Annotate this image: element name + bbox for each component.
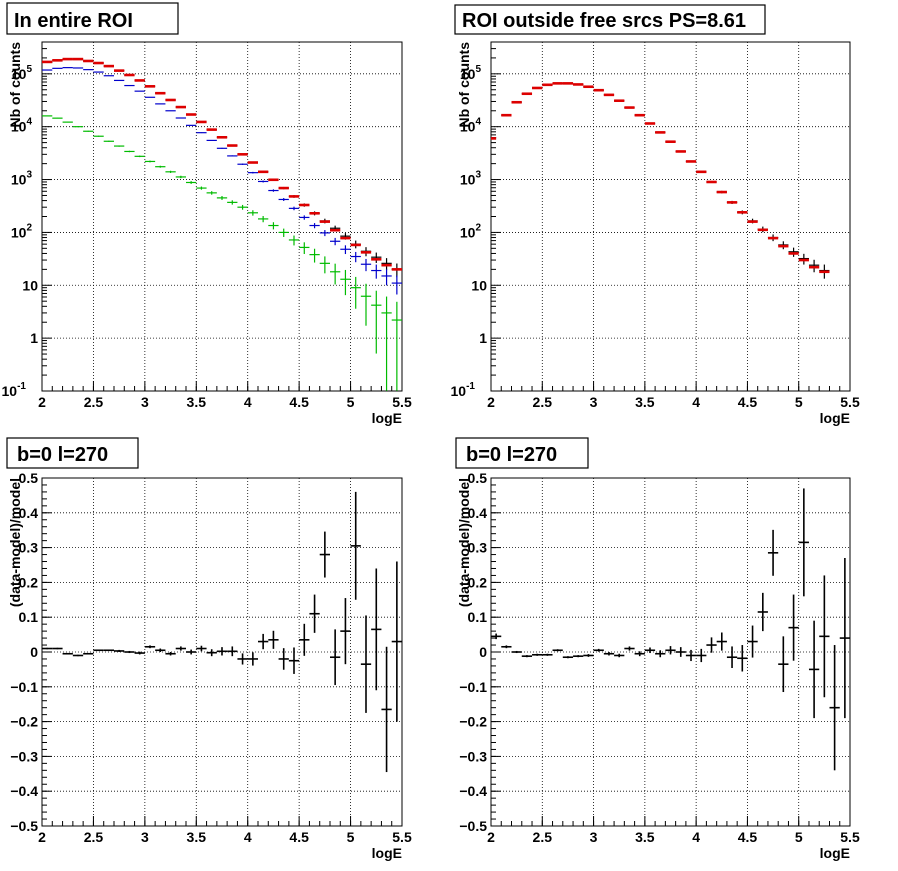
y-tick-label: 10 <box>471 277 487 293</box>
y-tick-label: −0.3 <box>459 748 487 764</box>
y-tick-label: 10 <box>22 277 38 293</box>
y-tick-label: 0.5 <box>468 470 488 486</box>
y-tick-label: 104 <box>11 117 33 135</box>
y-tick-label: 1 <box>30 330 38 346</box>
y-tick-label: −0.5 <box>459 818 487 834</box>
x-tick-label: 3.5 <box>187 394 207 410</box>
y-tick-label: −0.2 <box>459 714 487 730</box>
y-axis-label: (data-model)/model <box>7 478 23 607</box>
x-tick-label: 2 <box>487 829 495 845</box>
y-tick-label: 103 <box>11 170 33 188</box>
y-tick-label: 0 <box>479 644 487 660</box>
title-box <box>6 437 139 469</box>
plot-frame <box>41 41 403 392</box>
y-tick-label: 0 <box>30 644 38 660</box>
y-tick-label: 0.2 <box>19 574 39 590</box>
x-tick-label: 2.5 <box>533 394 553 410</box>
x-tick-label: 5 <box>795 829 803 845</box>
y-tick-label: −0.4 <box>10 783 38 799</box>
x-tick-label: 3 <box>590 829 598 845</box>
x-tick-label: 5.5 <box>392 829 412 845</box>
y-tick-label: −0.4 <box>459 783 487 799</box>
x-tick-label: 2.5 <box>533 829 553 845</box>
y-axis-label: Nb of counts <box>456 42 472 128</box>
y-tick-label: 0.2 <box>468 574 488 590</box>
x-tick-label: 5 <box>795 394 803 410</box>
y-tick-label: −0.1 <box>10 679 38 695</box>
x-axis-label: logE <box>372 845 402 861</box>
y-axis-label: (data-model)/model <box>456 478 472 607</box>
chart-title: b=0 l=270 <box>466 444 557 466</box>
y-tick-label: 0.3 <box>468 540 488 556</box>
y-tick-label: 104 <box>460 117 482 135</box>
x-tick-label: 5 <box>347 394 355 410</box>
x-tick-label: 4 <box>692 394 700 410</box>
x-tick-label: 4 <box>244 394 252 410</box>
y-tick-label: 0.5 <box>19 470 39 486</box>
x-tick-label: 2.5 <box>84 829 104 845</box>
plot-frame <box>490 41 851 392</box>
y-tick-label: 0.3 <box>19 540 39 556</box>
x-tick-label: 2.5 <box>84 394 104 410</box>
y-tick-label: 102 <box>11 222 33 240</box>
x-tick-label: 3 <box>590 394 598 410</box>
y-tick-label: 105 <box>11 64 33 82</box>
x-tick-label: 3.5 <box>635 829 655 845</box>
x-tick-label: 3.5 <box>635 394 655 410</box>
y-tick-label: 0.4 <box>19 505 39 521</box>
chart-title: In entire ROI <box>14 10 133 32</box>
y-tick-label: −0.2 <box>10 714 38 730</box>
x-tick-label: 2 <box>487 394 495 410</box>
y-tick-label: 1 <box>479 330 487 346</box>
y-tick-label: 10-1 <box>451 381 476 399</box>
x-axis-label: logE <box>820 845 850 861</box>
x-tick-label: 5.5 <box>840 394 860 410</box>
x-axis-label: logE <box>372 410 402 426</box>
x-tick-label: 2 <box>38 394 46 410</box>
y-tick-label: −0.3 <box>10 748 38 764</box>
x-tick-label: 3 <box>141 394 149 410</box>
chart-title: ROI outside free srcs PS=8.61 <box>462 10 746 32</box>
x-tick-label: 4.5 <box>289 394 309 410</box>
title-box <box>6 2 179 35</box>
y-tick-label: −0.5 <box>10 818 38 834</box>
x-tick-label: 5.5 <box>840 829 860 845</box>
y-tick-label: 10-1 <box>2 381 27 399</box>
x-tick-label: 4.5 <box>289 829 309 845</box>
chart-title: b=0 l=270 <box>17 444 108 466</box>
y-tick-label: 105 <box>460 64 482 82</box>
y-tick-label: 0.1 <box>19 609 39 625</box>
x-tick-label: 4 <box>244 829 252 845</box>
y-tick-label: 103 <box>460 170 482 188</box>
x-axis-label: logE <box>820 410 850 426</box>
y-tick-label: −0.1 <box>459 679 487 695</box>
x-tick-label: 2 <box>38 829 46 845</box>
x-tick-label: 3.5 <box>187 829 207 845</box>
y-tick-label: 0.1 <box>468 609 488 625</box>
title-box <box>454 4 766 35</box>
x-tick-label: 5 <box>347 829 355 845</box>
x-tick-label: 4 <box>692 829 700 845</box>
x-tick-label: 4.5 <box>738 394 758 410</box>
title-box <box>455 437 589 469</box>
x-tick-label: 3 <box>141 829 149 845</box>
y-axis-label: Nb of counts <box>7 42 23 128</box>
x-tick-label: 5.5 <box>392 394 412 410</box>
x-tick-label: 4.5 <box>738 829 758 845</box>
y-tick-label: 0.4 <box>468 505 488 521</box>
y-tick-label: 102 <box>460 222 482 240</box>
